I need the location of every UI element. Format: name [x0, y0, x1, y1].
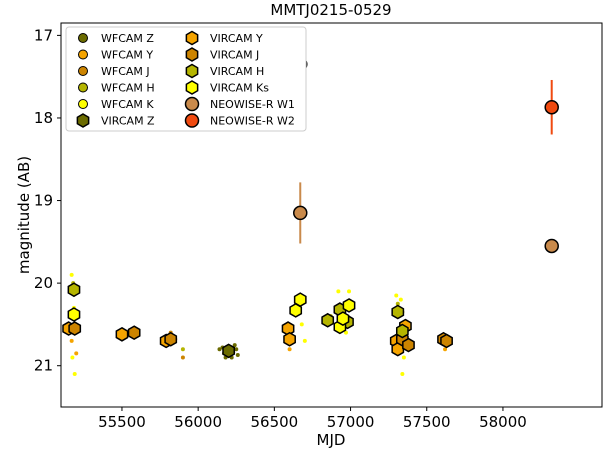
- legend-label: VIRCAM Y: [210, 32, 263, 45]
- x-axis-ticks: 55500 56000 56500 57000 57500 58000: [98, 407, 527, 431]
- point-vircam-j: [440, 333, 453, 349]
- legend-marker-vircam-z: [76, 113, 90, 128]
- legend-label: WFCAM K: [101, 98, 154, 111]
- legend-marker-vircam-h: [185, 63, 199, 79]
- legend-label: NEOWISE-R W1: [210, 98, 295, 111]
- x-tick-label: 58000: [479, 413, 527, 431]
- point-vircam-h: [321, 312, 335, 328]
- point-wfcam-j: [180, 355, 185, 360]
- x-tick-label: 57000: [327, 413, 375, 431]
- x-tick-label: 55500: [98, 413, 146, 431]
- point-vircam-h: [67, 282, 81, 298]
- point-wfcam-k: [398, 297, 403, 302]
- point-wfcam-k: [347, 289, 352, 294]
- legend-label: VIRCAM Z: [101, 115, 155, 128]
- point-wfcam-z: [232, 343, 237, 348]
- legend-label: VIRCAM Ks: [210, 82, 269, 95]
- legend-marker-vircam-ks: [185, 80, 199, 95]
- legend-box: [65, 26, 307, 132]
- point-wfcam-k: [400, 371, 405, 376]
- x-tick-label: 57500: [403, 413, 451, 431]
- legend-label: VIRCAM H: [210, 65, 264, 78]
- x-axis-label: MJD: [317, 431, 346, 449]
- point-vircam-z: [222, 343, 236, 359]
- legend-marker-vircam-j: [185, 47, 199, 62]
- y-tick-label: 18: [34, 109, 53, 127]
- point-wfcam-k: [394, 293, 399, 298]
- data-markers: [62, 57, 559, 376]
- y-axis-ticks: 17 18 19 20 21: [34, 26, 61, 375]
- legend-marker-wfcam-y: [78, 49, 88, 60]
- point-wfcam-h: [395, 301, 400, 306]
- legend-label: NEOWISE-R W2: [210, 115, 295, 128]
- legend-marker-wfcam-k: [78, 99, 88, 109]
- point-neowise-r-w1: [293, 205, 308, 221]
- legend-marker-wfcam-h: [78, 82, 88, 93]
- point-wfcam-k: [336, 289, 341, 294]
- legend: WFCAM Z WFCAM Y WFCAM J WFCAM H WFCAM K VIRCA…: [65, 26, 307, 132]
- point-vircam-ks: [293, 292, 307, 308]
- point-neowise-r-w2: [544, 99, 559, 115]
- point-vircam-ks: [289, 303, 303, 318]
- point-vircam-ks: [67, 307, 81, 322]
- point-vircam-j: [164, 331, 178, 347]
- point-wfcam-k: [302, 338, 307, 343]
- legend-label: VIRCAM J: [210, 49, 259, 62]
- point-wfcam-y: [443, 347, 448, 352]
- point-wfcam-h: [180, 347, 185, 352]
- y-tick-label: 20: [34, 274, 53, 292]
- point-wfcam-k: [401, 355, 406, 360]
- x-tick-label: 56500: [250, 413, 298, 431]
- point-wfcam-k: [343, 330, 348, 335]
- point-wfcam-z: [234, 347, 239, 352]
- point-wfcam-k: [70, 355, 75, 360]
- point-wfcam-z: [235, 352, 240, 357]
- legend-marker-neowise-r-w1: [184, 96, 200, 112]
- point-vircam-ks: [342, 298, 356, 313]
- legend-marker-vircam-y: [185, 30, 199, 46]
- legend-label: WFCAM J: [101, 65, 150, 78]
- point-vircam-y: [283, 331, 296, 347]
- point-wfcam-k: [299, 322, 304, 327]
- point-vircam-ks: [336, 311, 350, 327]
- y-tick-label: 21: [34, 357, 53, 375]
- point-vircam-h: [391, 304, 405, 320]
- legend-label: WFCAM H: [101, 82, 155, 95]
- plot-frame: [60, 22, 603, 408]
- point-neowise-r-w1: [544, 238, 559, 254]
- y-axis-label: magnitude (AB): [15, 156, 33, 274]
- point-vircam-h: [395, 323, 409, 339]
- legend-marker-wfcam-j: [78, 66, 88, 76]
- legend-label: WFCAM Z: [101, 32, 154, 45]
- point-wfcam-k: [69, 272, 74, 277]
- legend-marker-neowise-r-w2: [184, 113, 200, 128]
- point-vircam-j: [68, 321, 82, 336]
- point-vircam-j: [127, 325, 141, 341]
- point-wfcam-y: [287, 347, 292, 352]
- point-wfcam-k: [72, 371, 77, 376]
- point-vircam-y: [115, 326, 129, 342]
- y-tick-label: 17: [34, 26, 53, 44]
- x-tick-label: 56000: [174, 413, 222, 431]
- point-wfcam-y: [69, 338, 74, 343]
- chart-title: MMTJ0215-0529: [270, 1, 391, 19]
- point-wfcam-z: [217, 347, 222, 352]
- legend-label: WFCAM Y: [101, 49, 153, 62]
- point-vircam-j: [402, 337, 415, 353]
- y-tick-label: 19: [34, 192, 53, 210]
- point-wfcam-y: [74, 351, 79, 356]
- legend-marker-wfcam-z: [78, 33, 88, 43]
